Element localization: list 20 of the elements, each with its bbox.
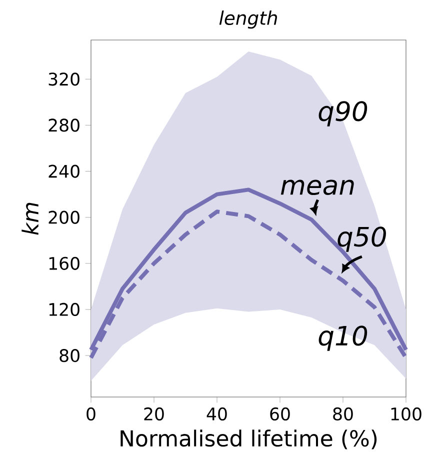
y-tick-label: 320: [48, 72, 80, 86]
y-tick-label: 280: [48, 118, 80, 132]
annotation: q10: [318, 326, 368, 351]
chart-title: length: [219, 10, 277, 29]
y-tick-label: 240: [48, 164, 80, 178]
x-tick-label: 60: [270, 407, 290, 421]
x-tick-label: 0: [86, 407, 96, 421]
x-tick-label: 100: [391, 407, 422, 421]
x-tick-label: 40: [206, 407, 227, 421]
y-axis-title: km: [22, 202, 38, 235]
annotation: q90: [318, 101, 368, 126]
y-tick-label: 80: [60, 348, 80, 362]
x-tick-label: 80: [333, 407, 353, 421]
annotation: mean: [280, 180, 354, 196]
x-tick-label: 20: [144, 407, 164, 421]
y-tick-label: 120: [49, 302, 80, 316]
y-tick-label: 160: [49, 256, 80, 270]
annotation: q50: [338, 226, 386, 252]
x-axis-title: Normalised lifetime (%): [120, 430, 377, 450]
y-tick-label: 200: [48, 210, 80, 224]
